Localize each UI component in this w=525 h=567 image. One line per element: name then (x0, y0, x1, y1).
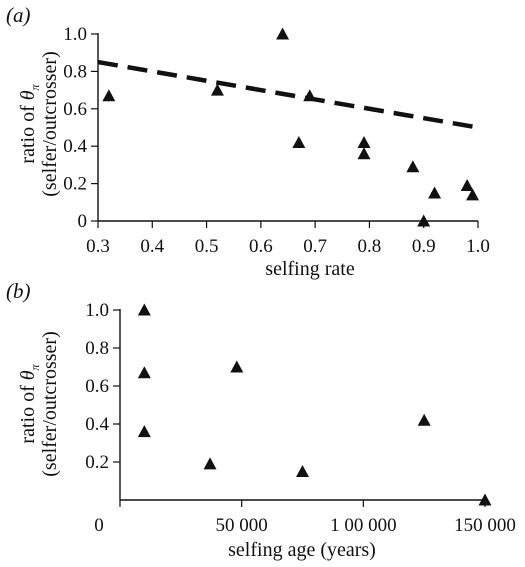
panel-a-y-axis-title-line2: (selfer/outcrosser) (39, 51, 61, 197)
panel-a-dashed-trend-line (97, 59, 479, 130)
panel-a-x-tick-label: 0.4 (140, 236, 164, 257)
panel-a-data-point (292, 135, 306, 148)
panel-a-x-tick-label: 0.7 (303, 236, 327, 257)
panel-a-data-point (357, 135, 371, 148)
panel-a-x-tick-label: 0.3 (86, 236, 110, 257)
panel-b-y-tick-label: 0.8 (85, 338, 109, 359)
panel-b-x-tick-label: 50 000 (216, 515, 268, 536)
panel-b-data-point (203, 457, 217, 470)
panel-b-label: (b) (6, 279, 31, 303)
panel-a-y-tick-label: 0.6 (63, 99, 87, 120)
panel-a-x-tick-label: 0.9 (412, 236, 436, 257)
panel-b-data-point (478, 493, 492, 506)
panel-a-y-tick-label: 0.8 (63, 61, 87, 82)
panel-b-data-point (137, 366, 151, 379)
panel-a-label: (a) (6, 3, 31, 27)
panel-b-y-tick-label: 0.6 (85, 376, 109, 397)
panel-b-data-point (137, 425, 151, 438)
panel-a-x-axis-title: selfing rate (265, 258, 355, 280)
panel-a-data-point (210, 83, 224, 96)
panel-a-y-tick-label: 0 (78, 211, 88, 232)
panel-b-y-axis-pi-subscript: π (28, 363, 42, 370)
panel-a-data-point (417, 214, 431, 227)
panel-a-x-tick-label: 0.8 (358, 236, 382, 257)
panel-b-y-axis-title-line2: (selfer/outcrosser) (39, 331, 61, 477)
panel-b-y-tick-label: 0.4 (85, 414, 109, 435)
panel-a-data-point (460, 178, 474, 191)
panel-b-y-tick-label: 0.2 (85, 452, 109, 473)
panel-a-data-point (406, 160, 420, 173)
panel-a-data-point (466, 188, 480, 201)
panel-a-data-point (303, 89, 317, 102)
panel-a-y-axis-title-prefix: ratio of (17, 100, 39, 163)
panel-b-y-axis-theta: θ (17, 370, 39, 380)
panel-a-x-tick-label: 0.5 (195, 236, 219, 257)
panel-a-y-axis-theta: θ (17, 90, 39, 100)
panel-b-x-tick-label: 1 00 000 (330, 515, 397, 536)
panel-a-y-axis-pi-subscript: π (28, 83, 42, 90)
panel-a-y-tick-label: 0.2 (63, 174, 87, 195)
panel-a-data-point (276, 27, 290, 40)
panel-b-y-tick-label: 1.0 (85, 300, 109, 321)
panel-a-data-point (102, 89, 116, 102)
panel-a-x-tick-label: 0.6 (249, 236, 273, 257)
panel-a-x-tick-label: 1.0 (466, 236, 490, 257)
panel-b-data-point (230, 360, 244, 373)
panel-a-data-point (428, 186, 442, 199)
panel-a-selfing-rate: (a) ratio of θπ (selfer/outcrosser) self… (6, 3, 490, 280)
panel-b-data-point (417, 413, 431, 426)
panel-b-y-axis-title-prefix: ratio of (17, 380, 39, 443)
panel-a-data-point (357, 147, 371, 160)
panel-b-y-axis-title-line1: ratio of θπ (17, 363, 42, 443)
panel-b-x-axis-title: selfing age (years) (228, 539, 376, 561)
panel-b-x-tick-label: 150 000 (454, 515, 516, 536)
panel-b-data-point (137, 303, 151, 316)
panel-b-selfing-age: (b) ratio of θπ (selfer/outcrosser) self… (6, 279, 516, 561)
panel-b-data-point (296, 465, 309, 478)
panel-a-y-axis-title-line1: ratio of θπ (17, 83, 42, 163)
panel-a-y-tick-label: 1.0 (63, 24, 87, 45)
panel-a-y-tick-label: 0.4 (63, 136, 87, 157)
panel-b-x-tick-label: 0 (94, 515, 104, 536)
